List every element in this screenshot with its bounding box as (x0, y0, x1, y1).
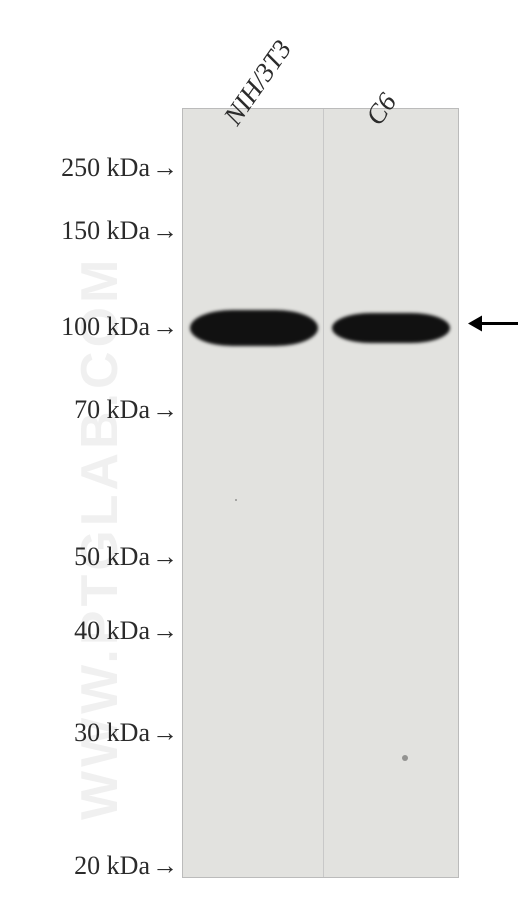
marker-arrow-icon: → (152, 153, 178, 183)
marker-arrow-icon: → (152, 851, 178, 881)
marker-arrow-icon: → (152, 718, 178, 748)
marker-arrow-icon: → (152, 542, 178, 572)
watermark-line: WWW.PTGLAB.COM (70, 256, 130, 820)
marker-arrow-icon: → (152, 616, 178, 646)
band-lane-0 (190, 310, 318, 346)
marker-20-kDa: 20 kDa→ (74, 851, 178, 881)
marker-text: 250 kDa (61, 153, 150, 182)
blot-membrane (182, 108, 459, 878)
marker-arrow-icon: → (152, 312, 178, 342)
marker-arrow-icon: → (152, 395, 178, 425)
speck (402, 755, 408, 761)
target-band-arrow-icon (468, 312, 518, 341)
lane-divider (323, 109, 324, 877)
marker-text: 20 kDa (74, 851, 150, 880)
marker-text: 150 kDa (61, 216, 150, 245)
band-lane-1 (332, 313, 450, 343)
watermark-text: WWW.PTGLAB.COM (70, 256, 130, 820)
marker-250-kDa: 250 kDa→ (61, 153, 178, 183)
marker-arrow-icon: → (152, 216, 178, 246)
marker-150-kDa: 150 kDa→ (61, 216, 178, 246)
